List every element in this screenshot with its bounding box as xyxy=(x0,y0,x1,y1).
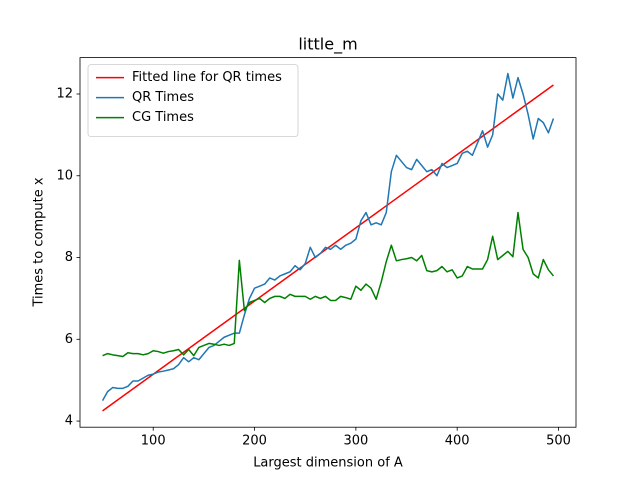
legend: Fitted line for QR times QR Times CG Times xyxy=(87,64,299,137)
x-tick-label: 300 xyxy=(343,434,368,449)
legend-box xyxy=(87,64,299,137)
plot-frame xyxy=(79,57,577,428)
series-line xyxy=(102,211,555,358)
y-tick-label: 12 xyxy=(56,86,73,101)
y-tick-label: 4 xyxy=(65,414,73,429)
x-tick-label: 200 xyxy=(242,434,267,449)
y-tick-label: 10 xyxy=(56,168,73,183)
x-axis-label: Largest dimension of A xyxy=(253,456,403,471)
legend-label: QR Times xyxy=(132,90,194,105)
x-tick-label: 400 xyxy=(445,434,470,449)
x-tick-label: 100 xyxy=(141,434,166,449)
y-tick-label: 6 xyxy=(65,332,73,347)
x-tick-label: 500 xyxy=(546,434,571,449)
legend-label: CG Times xyxy=(132,110,194,125)
series-line xyxy=(101,72,555,401)
legend-label: Fitted line for QR times xyxy=(132,70,282,85)
y-tick-label: 8 xyxy=(65,250,73,265)
y-axis-label: Times to compute x xyxy=(32,177,47,307)
chart-title: little_m xyxy=(298,35,357,55)
